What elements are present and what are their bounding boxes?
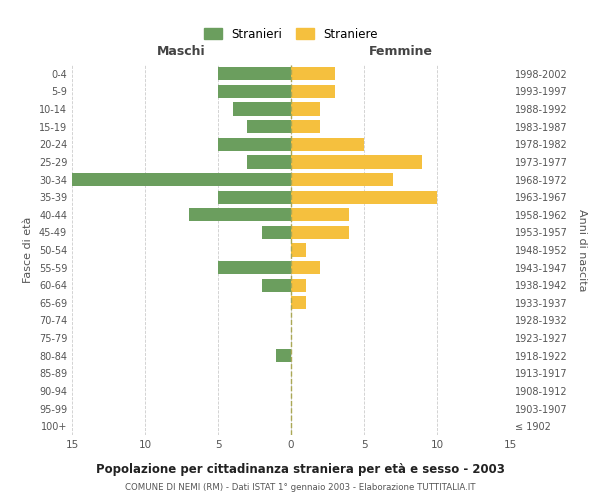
Bar xyxy=(247,156,291,168)
Text: COMUNE DI NEMI (RM) - Dati ISTAT 1° gennaio 2003 - Elaborazione TUTTITALIA.IT: COMUNE DI NEMI (RM) - Dati ISTAT 1° genn… xyxy=(125,483,475,492)
Bar xyxy=(247,120,291,134)
Bar xyxy=(291,156,422,168)
Bar xyxy=(291,120,320,134)
Bar xyxy=(291,190,437,204)
Bar xyxy=(291,278,305,292)
Bar xyxy=(218,261,291,274)
Bar xyxy=(291,67,335,80)
Text: Popolazione per cittadinanza straniera per età e sesso - 2003: Popolazione per cittadinanza straniera p… xyxy=(95,462,505,475)
Bar xyxy=(291,85,335,98)
Bar xyxy=(262,226,291,239)
Bar xyxy=(291,102,320,116)
Bar xyxy=(291,296,305,310)
Bar xyxy=(218,138,291,151)
Y-axis label: Fasce di età: Fasce di età xyxy=(23,217,33,283)
Bar xyxy=(218,85,291,98)
Legend: Stranieri, Straniere: Stranieri, Straniere xyxy=(199,23,383,45)
Text: Femmine: Femmine xyxy=(368,44,433,58)
Text: Maschi: Maschi xyxy=(157,44,206,58)
Bar xyxy=(262,278,291,292)
Bar xyxy=(233,102,291,116)
Bar xyxy=(277,349,291,362)
Bar xyxy=(291,208,349,222)
Bar xyxy=(291,173,393,186)
Bar xyxy=(291,138,364,151)
Bar xyxy=(291,244,305,256)
Bar xyxy=(189,208,291,222)
Bar xyxy=(58,173,291,186)
Bar xyxy=(291,261,320,274)
Y-axis label: Anni di nascita: Anni di nascita xyxy=(577,209,587,291)
Bar xyxy=(218,67,291,80)
Bar xyxy=(218,190,291,204)
Bar xyxy=(291,226,349,239)
